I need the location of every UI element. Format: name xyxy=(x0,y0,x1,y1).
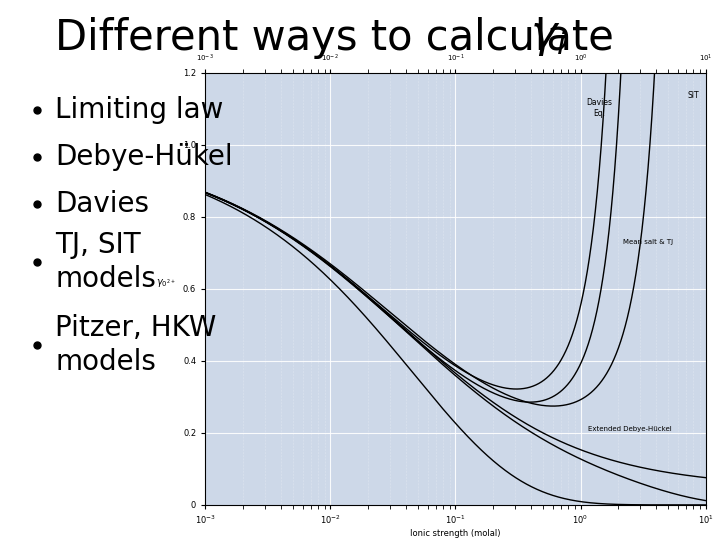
Text: $\gamma_i$: $\gamma_i$ xyxy=(530,15,567,58)
Text: TJ, SIT
models: TJ, SIT models xyxy=(55,231,156,293)
Text: Different ways to calculate: Different ways to calculate xyxy=(55,17,627,59)
Text: Davies: Davies xyxy=(55,190,149,218)
Text: Limiting law: Limiting law xyxy=(55,96,223,124)
Y-axis label: $\gamma_{0^{2+}}$: $\gamma_{0^{2+}}$ xyxy=(156,277,176,289)
Text: Extended Debye-Hückel: Extended Debye-Hückel xyxy=(588,426,672,431)
X-axis label: Ionic strength (molal): Ionic strength (molal) xyxy=(410,529,500,538)
Text: Debye-Hükel: Debye-Hükel xyxy=(55,143,233,171)
Text: Davies
Eq.: Davies Eq. xyxy=(586,98,612,118)
Text: SIT: SIT xyxy=(688,91,699,100)
Text: Pitzer, HKW
models: Pitzer, HKW models xyxy=(55,314,217,376)
Text: Mean salt & TJ: Mean salt & TJ xyxy=(624,239,673,245)
